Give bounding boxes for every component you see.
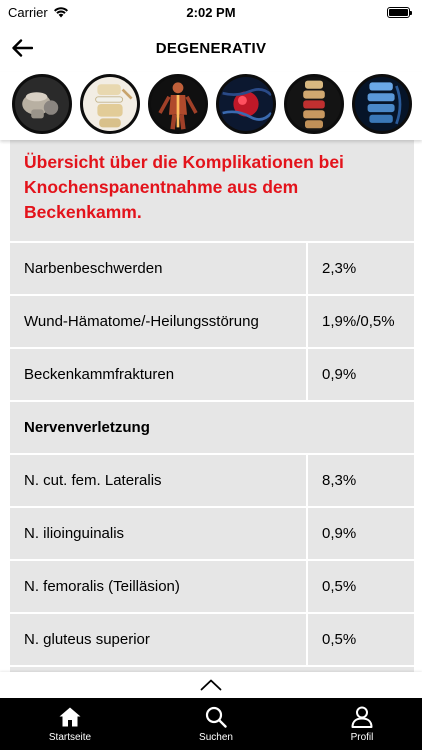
wifi-icon [53,7,68,18]
row-label: N. femoralis (Teilläsion) [10,561,306,612]
table-row: N. cut. fem. Lateralis 8,3% [10,455,414,508]
chevron-up-icon [200,679,222,691]
tab-profile[interactable]: Profil [322,698,402,750]
tab-label: Startseite [48,732,92,743]
tab-search[interactable]: Suchen [176,698,256,750]
content-area[interactable]: Übersicht über die Komplikationen bei Kn… [0,140,422,672]
table-row: Beckenkammfrakturen 0,9% [10,349,414,402]
row-label: N. cut. fem. Lateralis [10,455,306,506]
row-value: 0,9% [308,349,414,400]
red-cell-image [219,77,273,131]
row-value: 0,9% [308,508,414,559]
table-row: Wund-Hämatome/-Heilungsstörung 1,9%/0,5% [10,296,414,349]
user-icon [351,706,373,728]
back-button[interactable] [8,34,36,62]
tab-label: Profil [350,732,374,743]
navigation-bar: DEGENERATIV [0,28,422,68]
row-value: 0,5% [308,561,414,612]
row-label: Wund-Hämatome/-Heilungsstörung [10,296,306,347]
row-label: N. gluteus superior [10,614,306,665]
tab-bar: Startseite Suchen Profil [0,698,422,750]
table-row-partial [10,667,414,672]
page-title: DEGENERATIV [155,39,267,57]
tab-label: Suchen [199,732,233,743]
spine-column-image [287,77,341,131]
spine-disc-image [83,77,137,131]
row-label: Narbenbeschwerden [10,243,306,294]
status-left: Carrier [8,5,69,20]
carrier-label: Carrier [8,4,48,20]
thumbnail-red-cell[interactable] [216,74,276,134]
table-row: N. gluteus superior 0,5% [10,614,414,667]
row-value: 8,3% [308,455,414,506]
section-header: Nervenverletzung [10,402,414,455]
spine-xray-image [355,77,409,131]
thumbnail-spine-xray[interactable] [352,74,412,134]
battery-icon [387,6,412,18]
tab-home[interactable]: Startseite [30,698,110,750]
table-heading: Übersicht über die Komplikationen bei Kn… [10,140,414,243]
row-label: N. ilioinguinalis [10,508,306,559]
table-row: Narbenbeschwerden 2,3% [10,243,414,296]
thumbnail-spine-disc[interactable] [80,74,140,134]
status-bar: Carrier 2:02 PM [0,0,422,24]
home-icon [59,707,81,727]
arrow-left-icon [12,39,33,57]
search-icon [205,706,227,728]
row-value: 2,3% [308,243,414,294]
thumbnail-spine-column[interactable] [284,74,344,134]
spine-vertebra-image [15,77,69,131]
table-row: N. femoralis (Teilläsion) 0,5% [10,561,414,614]
thumbnail-spine-vertebra[interactable] [12,74,72,134]
category-thumbnails [0,72,422,140]
table-row: N. ilioinguinalis 0,9% [10,508,414,561]
body-nerves-image [151,77,205,131]
row-value: 0,5% [308,614,414,665]
row-label: Beckenkammfrakturen [10,349,306,400]
collapse-handle[interactable] [0,672,422,698]
row-value: 1,9%/0,5% [308,296,414,347]
thumbnail-body-nerves[interactable] [148,74,208,134]
complications-table: Übersicht über die Komplikationen bei Kn… [8,140,414,672]
